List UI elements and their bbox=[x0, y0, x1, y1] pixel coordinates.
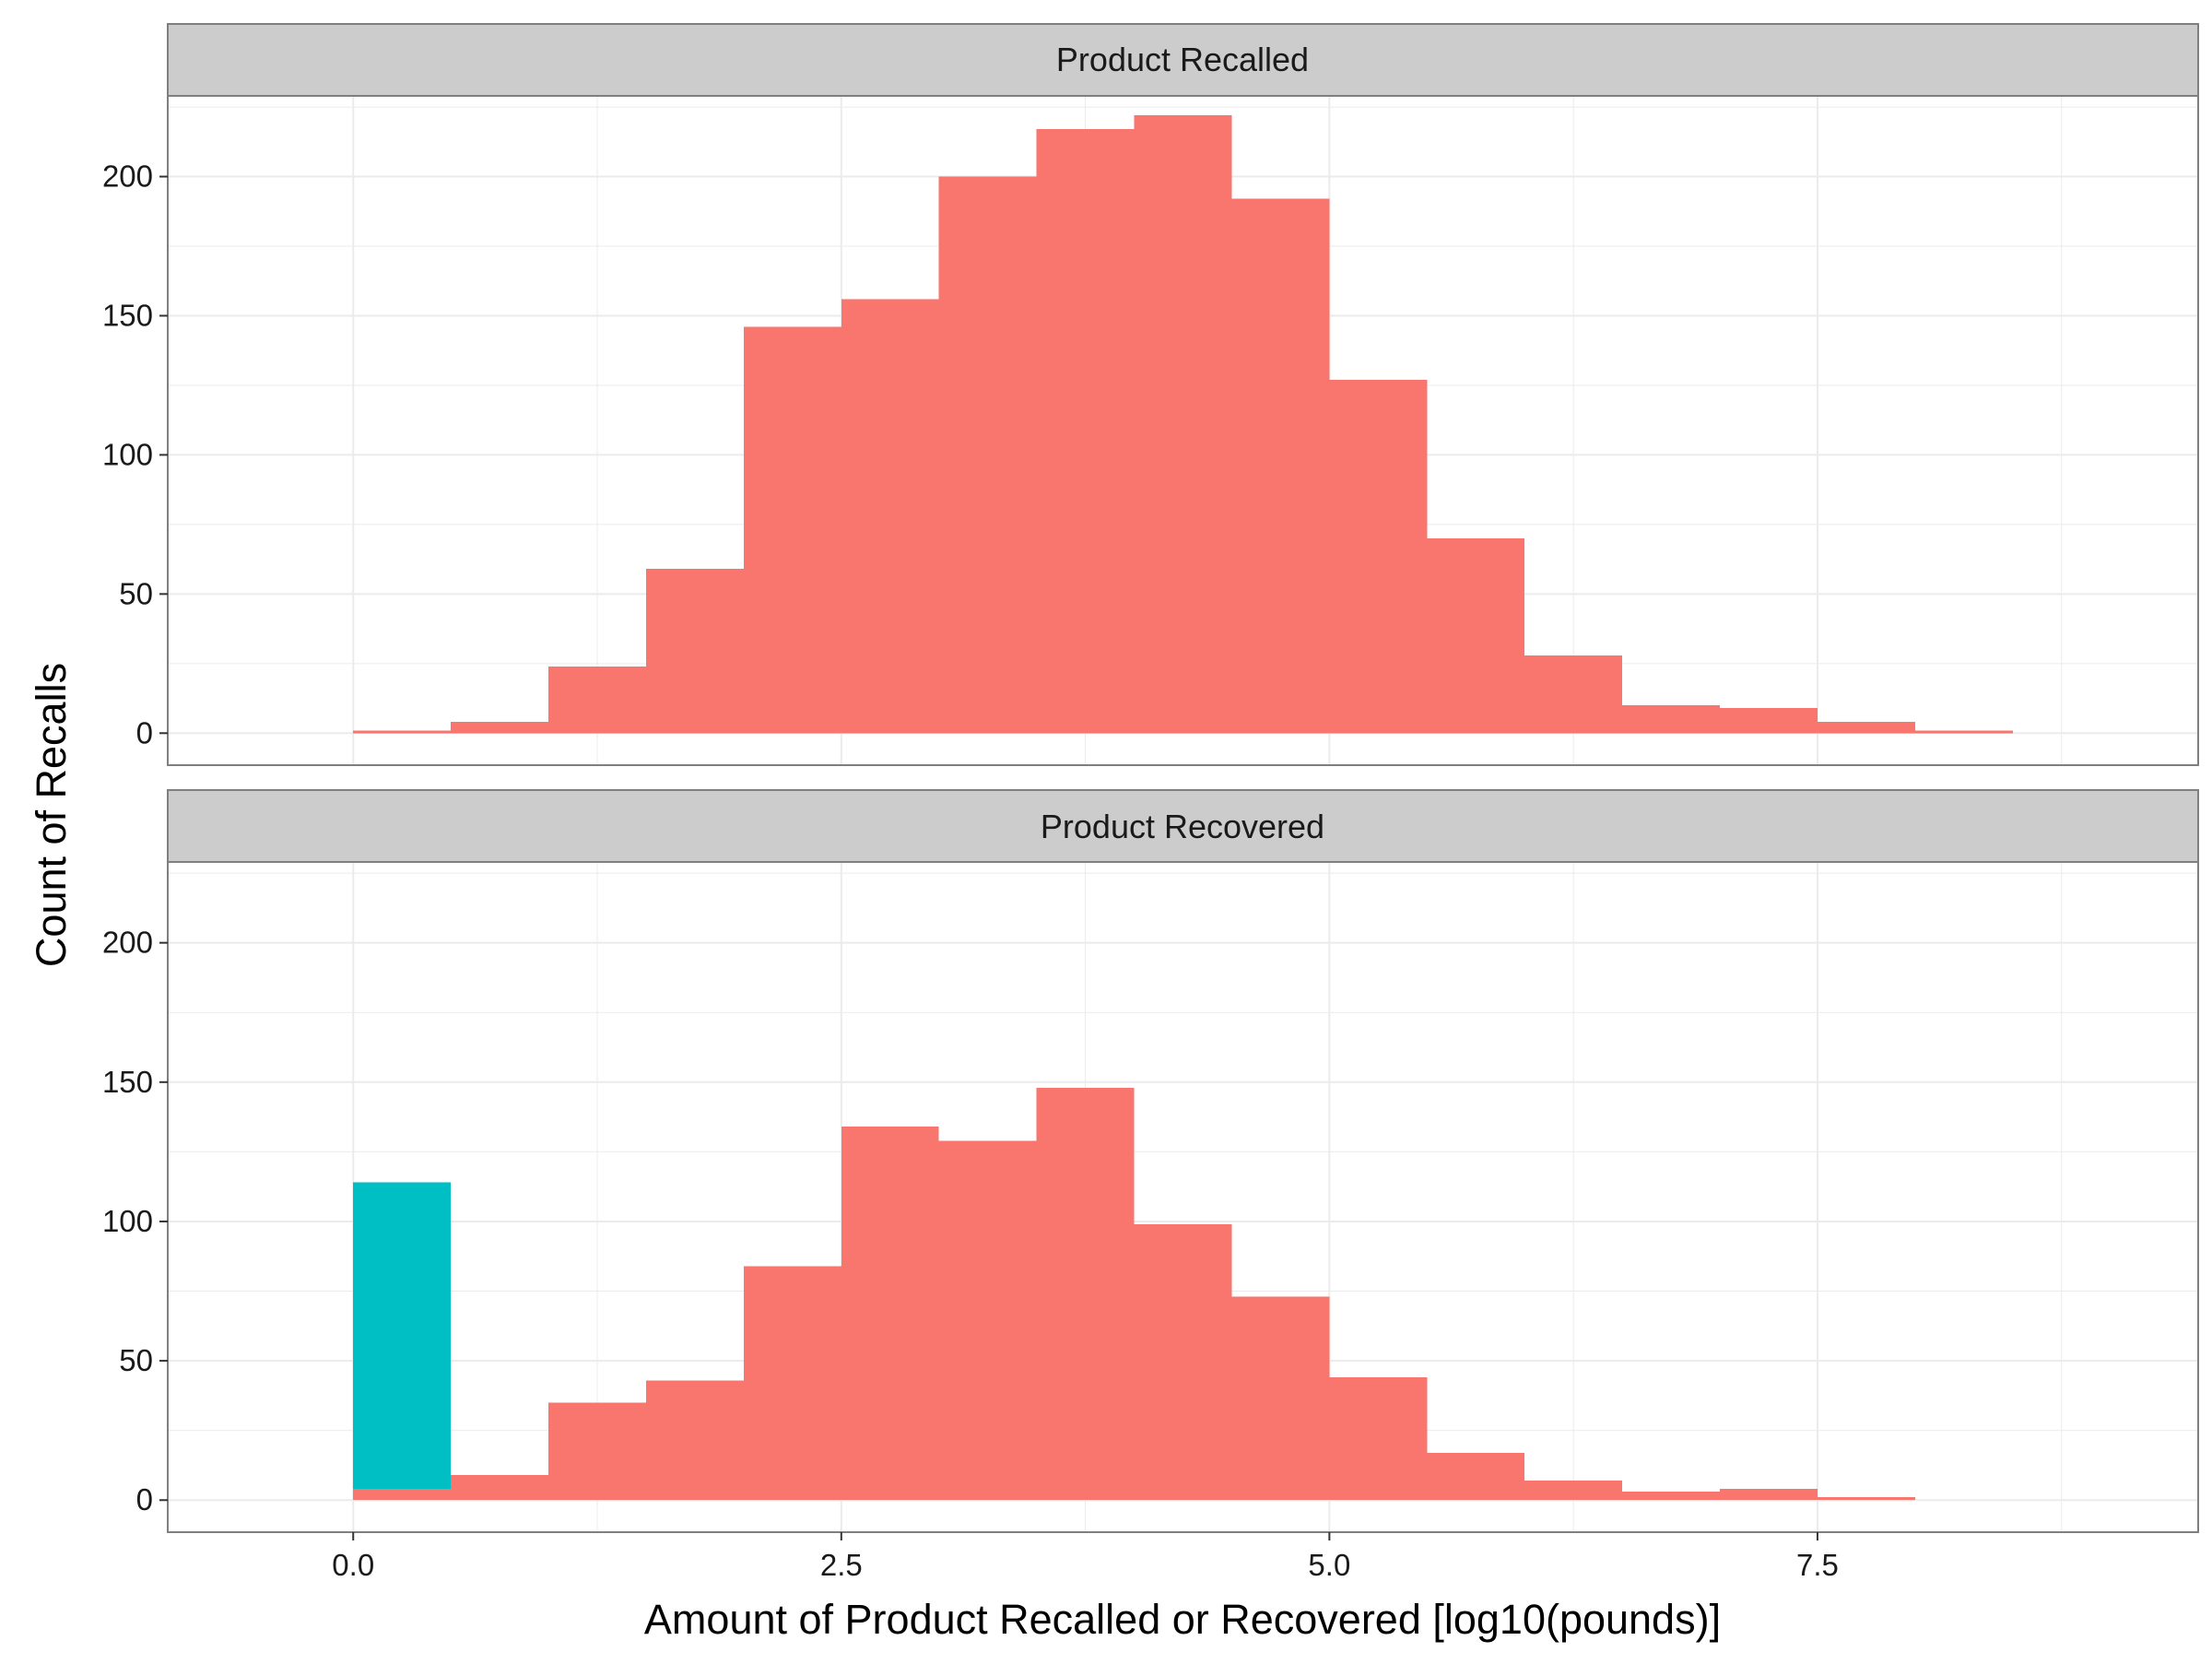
histogram-bar-salmon bbox=[1036, 129, 1135, 734]
histogram-bar-salmon bbox=[548, 666, 646, 734]
y-tick-label: 50 bbox=[119, 576, 153, 610]
histogram-bar-salmon bbox=[1817, 722, 1915, 734]
histogram-bar-salmon bbox=[1329, 379, 1428, 734]
histogram-bars bbox=[353, 1087, 1915, 1501]
histogram-bar-salmon bbox=[1720, 1489, 1818, 1501]
histogram-bars bbox=[353, 115, 2013, 734]
histogram-bar-salmon bbox=[1817, 1497, 1915, 1501]
histogram-bar-salmon bbox=[645, 569, 744, 734]
y-tick-label: 150 bbox=[102, 298, 153, 332]
histogram-bar-salmon bbox=[1720, 708, 1818, 734]
histogram-bar-salmon bbox=[548, 1402, 646, 1501]
histogram-bar-salmon bbox=[353, 1489, 452, 1501]
x-tick-label: 7.5 bbox=[1796, 1548, 1839, 1582]
histogram-bar-salmon bbox=[1036, 1087, 1135, 1501]
histogram-bar-salmon bbox=[1427, 1452, 1525, 1501]
y-tick-label: 150 bbox=[102, 1065, 153, 1099]
histogram-bar-salmon bbox=[1524, 655, 1623, 734]
histogram-bar-salmon bbox=[1622, 1492, 1721, 1501]
strip-background bbox=[167, 23, 2199, 97]
x-tick-label: 2.5 bbox=[820, 1548, 863, 1582]
histogram-bar-salmon bbox=[451, 1475, 549, 1501]
histogram-bar-salmon bbox=[841, 299, 939, 734]
histogram-bar-salmon bbox=[1134, 115, 1232, 734]
histogram-bar-salmon bbox=[645, 1380, 744, 1501]
y-tick-label: 50 bbox=[119, 1343, 153, 1377]
x-axis: 0.0 2.5 5.0 7.5 bbox=[332, 1532, 1839, 1582]
strip-label: Product Recovered bbox=[1041, 808, 1324, 845]
histogram-bar-salmon bbox=[353, 730, 452, 734]
x-tick-label: 0.0 bbox=[332, 1548, 374, 1582]
histogram-bar-salmon bbox=[1329, 1377, 1428, 1501]
histogram-bar-salmon bbox=[938, 1140, 1037, 1501]
strip-background bbox=[167, 789, 2199, 863]
x-tick-label: 5.0 bbox=[1308, 1548, 1350, 1582]
x-axis-title: Amount of Product Recalled or Recovered … bbox=[644, 1596, 1721, 1643]
y-tick-label: 0 bbox=[136, 1482, 153, 1516]
panel-border bbox=[167, 95, 2199, 766]
y-tick-label: 200 bbox=[102, 159, 153, 194]
histogram-bar-salmon bbox=[1231, 1296, 1330, 1501]
y-axis: 0 50 100 150 200 bbox=[102, 159, 168, 749]
y-tick-label: 100 bbox=[102, 1204, 153, 1238]
panel-border bbox=[167, 861, 2199, 1533]
histogram-bar-salmon bbox=[1524, 1481, 1623, 1501]
y-tick-label: 0 bbox=[136, 715, 153, 749]
panel-product-recalled: Product Recalled 0 50 100 150 200 bbox=[102, 23, 2199, 766]
histogram-bar-salmon bbox=[1231, 198, 1330, 734]
y-tick-label: 200 bbox=[102, 926, 153, 960]
histogram-bar-salmon bbox=[841, 1127, 939, 1501]
histogram-bar-salmon bbox=[1622, 705, 1721, 734]
y-axis-title: Count of Recalls bbox=[28, 663, 75, 967]
panel-product-recovered: Product Recovered 0 50 100 150 200 bbox=[102, 789, 2199, 1533]
histogram-bar-salmon bbox=[743, 1266, 841, 1501]
histogram-bar-salmon bbox=[451, 722, 549, 734]
histogram-bar-salmon bbox=[1134, 1223, 1232, 1501]
histogram-bar-salmon bbox=[1427, 537, 1525, 734]
histogram-bar-salmon bbox=[1914, 730, 2013, 734]
histogram-bar-salmon bbox=[938, 176, 1037, 734]
y-tick-label: 100 bbox=[102, 437, 153, 471]
strip-label: Product Recalled bbox=[1056, 41, 1309, 78]
y-axis: 0 50 100 150 200 bbox=[102, 926, 168, 1516]
histogram-bar-salmon bbox=[743, 326, 841, 734]
histogram-bar-teal bbox=[353, 1182, 452, 1490]
